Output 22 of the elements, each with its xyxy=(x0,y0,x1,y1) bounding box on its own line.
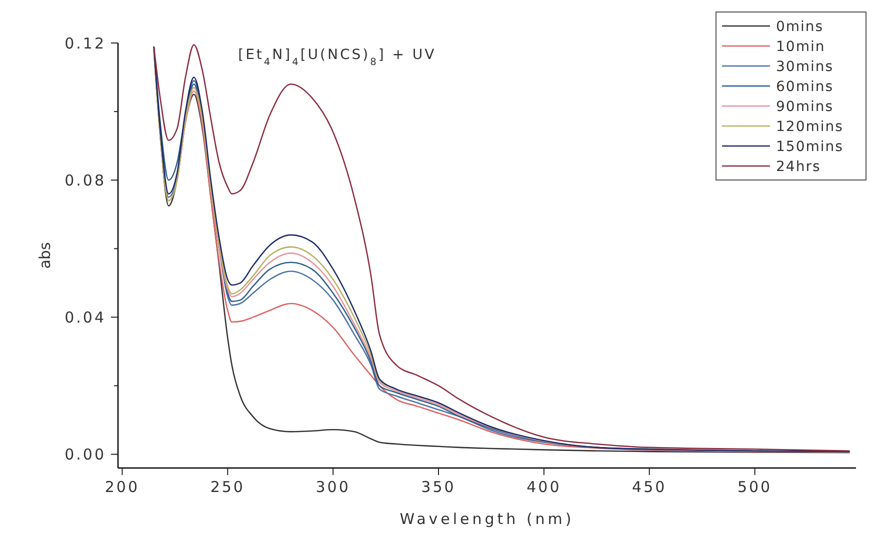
legend-label: 0mins xyxy=(776,18,824,35)
legend-label: 120mins xyxy=(776,118,844,135)
x-tick-label: 300 xyxy=(316,478,350,496)
x-tick-label: 450 xyxy=(632,478,667,496)
legend-label: 60mins xyxy=(776,78,834,95)
text: [Et$_{4}$N]$_{4}$[U(NCS)$_{8}$] + UV xyxy=(238,47,436,68)
y-tick-label: 0.00 xyxy=(64,446,106,464)
legend-label: 10min xyxy=(776,38,826,55)
legend-label: 90mins xyxy=(776,98,834,115)
x-axis-title: Wavelength (nm) xyxy=(400,510,574,528)
y-tick-label: 0.08 xyxy=(64,171,106,190)
x-tick-label: 200 xyxy=(104,478,140,496)
legend-label: 150mins xyxy=(776,138,844,155)
x-tick-label: 500 xyxy=(737,478,772,496)
y-axis-title: abs xyxy=(36,242,54,269)
legend-label: 24hrs xyxy=(776,158,821,175)
legend-label: 30mins xyxy=(776,58,834,75)
x-tick-label: 250 xyxy=(210,478,245,496)
y-tick-label: 0.12 xyxy=(64,34,106,52)
x-tick-label: 400 xyxy=(526,478,562,496)
x-tick-label: 350 xyxy=(421,478,456,496)
y-tick-label: 0.04 xyxy=(64,308,106,326)
